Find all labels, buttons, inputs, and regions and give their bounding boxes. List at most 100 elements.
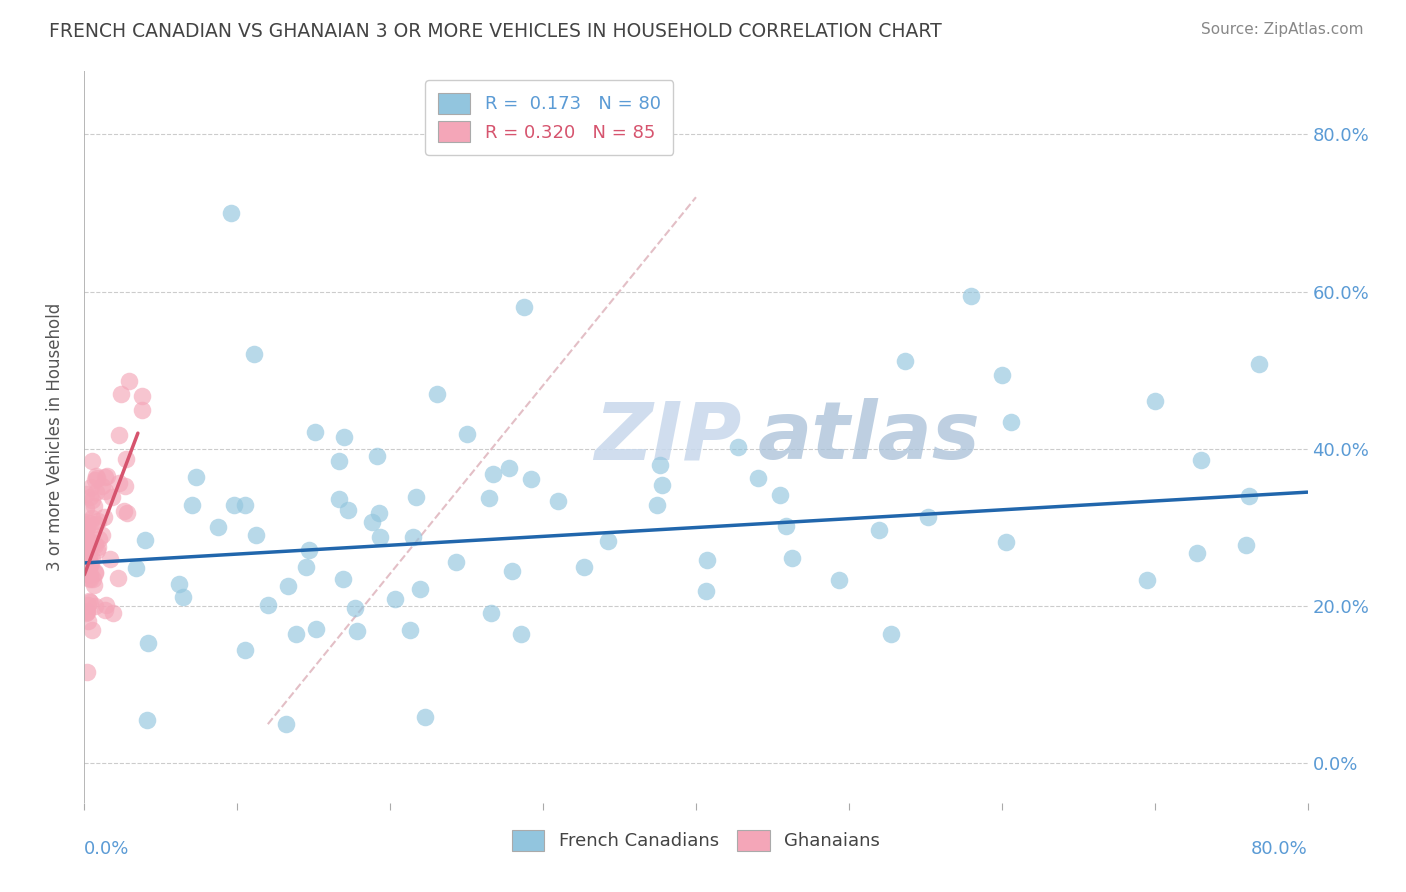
Text: ZIP: ZIP [595, 398, 742, 476]
Point [520, 472, 543, 486]
Point [77, 571, 100, 585]
Point [384, 591, 406, 606]
Point [94, 603, 117, 617]
Point [399, 624, 422, 638]
Point [509, 626, 531, 640]
Point [76, 615, 98, 629]
Point [77, 553, 100, 567]
Point [444, 555, 467, 569]
Point [79, 567, 101, 582]
Point [86, 470, 108, 484]
Point [79, 557, 101, 571]
Point [75, 557, 97, 571]
Point [426, 387, 449, 401]
Point [298, 543, 321, 558]
Point [409, 582, 432, 596]
Point [77, 549, 100, 563]
Y-axis label: 3 or more Vehicles in Household: 3 or more Vehicles in Household [45, 303, 63, 571]
Point [131, 389, 153, 403]
Point [112, 504, 135, 518]
Point [1000, 415, 1022, 429]
Point [79, 516, 101, 530]
Point [80, 552, 103, 566]
Point [76, 520, 98, 534]
Point [747, 471, 769, 485]
Text: 0.0%: 0.0% [84, 840, 129, 858]
Point [84, 538, 107, 552]
Text: FRENCH CANADIAN VS GHANAIAN 3 OR MORE VEHICLES IN HOUSEHOLD CORRELATION CHART: FRENCH CANADIAN VS GHANAIAN 3 OR MORE VE… [49, 22, 942, 41]
Point [172, 590, 194, 604]
Point [233, 498, 256, 512]
Point [991, 368, 1014, 382]
Point [94, 598, 117, 612]
Point [77, 594, 100, 608]
Point [233, 643, 256, 657]
Point [134, 533, 156, 547]
Point [76, 543, 98, 558]
Point [76, 605, 98, 619]
Point [75, 518, 97, 533]
Point [917, 510, 939, 524]
Point [547, 493, 569, 508]
Point [84, 517, 107, 532]
Point [96, 469, 118, 483]
Point [880, 627, 903, 641]
Point [79, 572, 101, 586]
Point [75, 551, 97, 566]
Point [186, 470, 208, 484]
Point [167, 577, 190, 591]
Point [131, 402, 153, 417]
Point [645, 498, 668, 512]
Point [83, 566, 105, 581]
Point [960, 289, 983, 303]
Point [114, 479, 136, 493]
Point [77, 568, 100, 582]
Point [405, 490, 427, 504]
Point [82, 572, 104, 586]
Point [76, 533, 98, 547]
Point [501, 564, 523, 578]
Point [257, 598, 280, 612]
Point [219, 206, 242, 220]
Text: atlas: atlas [758, 398, 980, 476]
Point [479, 606, 502, 620]
Point [125, 561, 148, 575]
Point [695, 584, 717, 599]
Point [727, 440, 749, 454]
Point [84, 599, 107, 613]
Point [136, 636, 159, 650]
Point [769, 488, 792, 502]
Point [498, 460, 520, 475]
Point [274, 717, 297, 731]
Point [1185, 546, 1208, 560]
Point [366, 449, 388, 463]
Point [277, 579, 299, 593]
Legend: French Canadians, Ghanaians: French Canadians, Ghanaians [503, 821, 889, 860]
Point [100, 490, 122, 504]
Point [780, 550, 803, 565]
Point [304, 622, 326, 636]
Point [80, 454, 103, 468]
Point [82, 493, 104, 508]
Point [117, 374, 139, 388]
Point [76, 566, 98, 580]
Point [93, 510, 115, 524]
Point [77, 561, 100, 575]
Point [1143, 394, 1166, 409]
Point [696, 553, 718, 567]
Point [285, 627, 308, 641]
Point [107, 570, 129, 584]
Point [108, 476, 131, 491]
Point [98, 551, 121, 566]
Point [1249, 357, 1271, 371]
Point [76, 518, 98, 533]
Point [90, 527, 112, 541]
Point [1136, 573, 1159, 587]
Point [75, 606, 97, 620]
Point [180, 498, 202, 512]
Point [84, 484, 107, 499]
Point [135, 714, 157, 728]
Point [80, 480, 103, 494]
Point [894, 354, 917, 368]
Point [75, 487, 97, 501]
